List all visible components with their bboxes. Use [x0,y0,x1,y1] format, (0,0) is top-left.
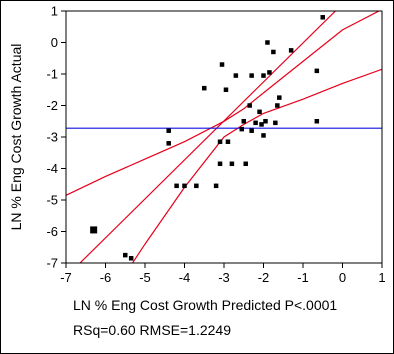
x-tick-label: -6 [100,270,112,285]
data-point [273,120,278,126]
data-point [223,87,229,92]
x-tick-label: -5 [139,270,151,285]
x-tick-label: 0 [339,270,346,285]
y-axis-label: LN % Eng Cost Growth Actual [8,44,24,231]
data-point [239,126,245,132]
data-point [217,161,223,167]
x-axis-label: LN % Eng Cost Growth Predicted P<.0001 [73,297,338,313]
y-tick-label: -2 [46,98,58,113]
data-point [194,183,199,189]
data-point-large [90,226,98,234]
data-point [261,133,266,138]
data-point [225,139,231,144]
confidence-curve-upper [66,11,381,196]
data-point [257,109,262,115]
y-tick-label: -4 [46,161,58,176]
y-tick-label: -5 [46,193,58,208]
data-point [217,139,223,144]
data-point [314,68,320,74]
data-point [275,103,280,108]
data-point [166,128,171,133]
data-point [213,183,219,189]
data-point [202,85,207,91]
x-tick-label: -1 [297,270,309,285]
y-tick-label: -6 [46,224,58,239]
data-point [277,95,282,100]
data-point [263,119,268,124]
scatter-plot: LN % Eng Cost Growth Actual -7 -6 -5 -4 -3 -2… [8,4,386,286]
y-tick-label: 1 [51,4,58,19]
data-point [253,120,258,126]
data-point [219,62,225,67]
data-point [314,119,320,124]
data-point [259,122,264,127]
data-point [241,119,246,124]
data-point [128,256,134,261]
data-points [90,15,325,261]
data-point [243,161,248,167]
y-tick-label: -1 [46,67,58,82]
axis-ticks: -7 -6 -5 -4 -3 -2 -1 0 1 1 0 -1 -2 -3 -4 -5 -6 -7 [46,4,385,286]
data-point [174,183,179,189]
plot-border [65,10,383,264]
data-point [267,70,272,75]
confidence-curve-lower [131,68,382,263]
data-point [249,128,254,133]
y-tick-label: -3 [46,130,58,145]
x-tick-label: -2 [258,270,270,285]
x-tick-label: -3 [218,270,230,285]
plot-area [66,11,382,263]
data-point [288,48,294,53]
x-tick-label: -4 [179,270,191,285]
x-tick-label: -7 [60,270,72,285]
data-point [249,73,254,78]
data-point [261,73,266,78]
data-point [182,183,187,189]
data-point [166,141,171,146]
data-point [233,73,239,78]
fit-line [79,11,337,263]
data-point [247,103,252,108]
data-point [123,252,128,258]
data-point [265,40,270,45]
y-tick-label: -7 [46,256,58,271]
x-tick-label: 1 [378,270,385,285]
fit-statistics: RSq=0.60 RMSE=1.2249 [73,322,231,338]
data-point [229,161,235,167]
y-tick-label: 0 [51,35,58,50]
data-point [271,49,276,55]
data-point [320,15,325,20]
